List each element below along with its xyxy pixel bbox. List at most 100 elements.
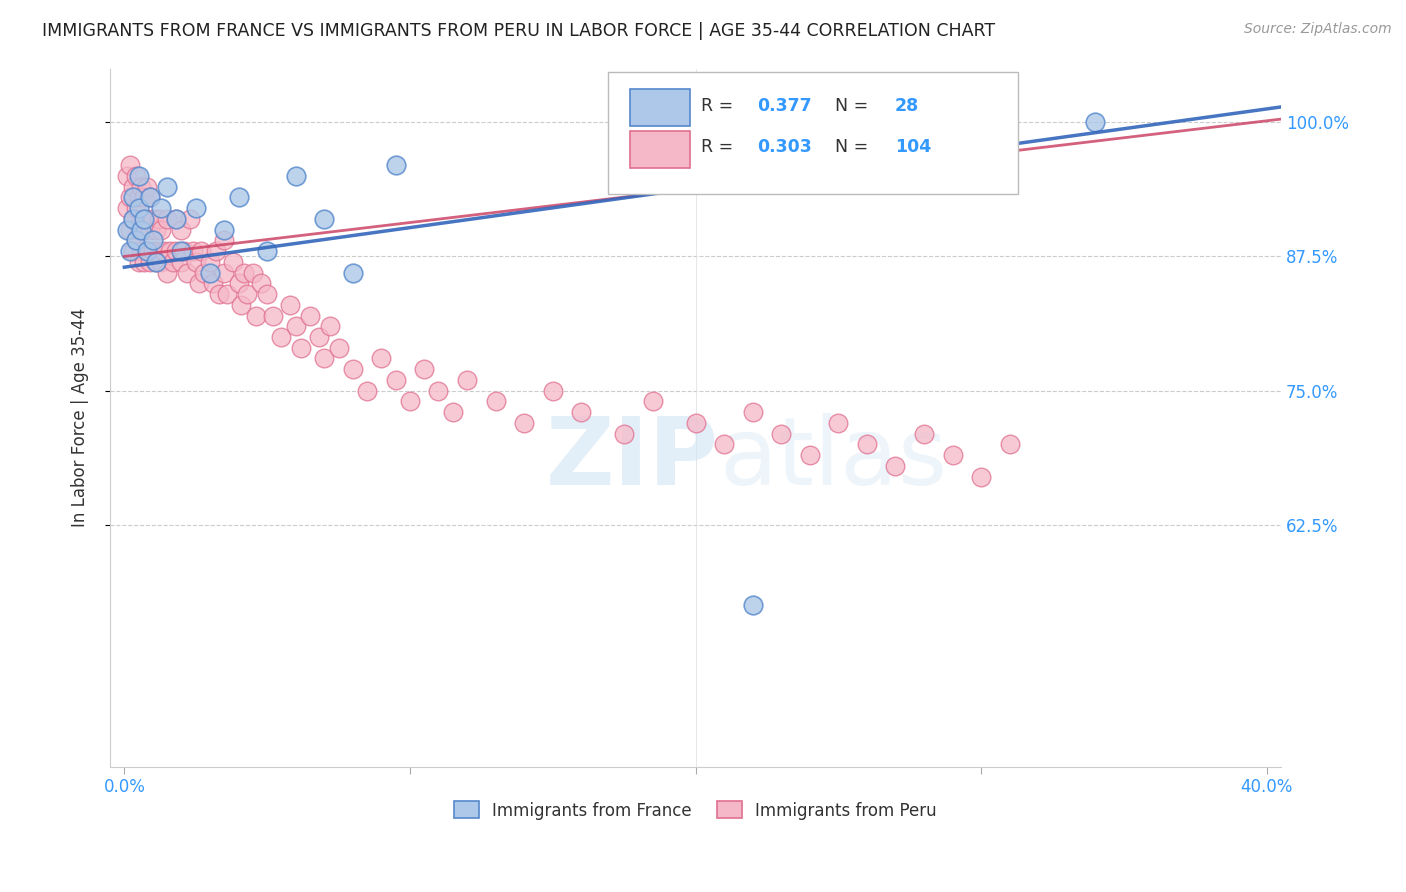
Text: 0.303: 0.303 bbox=[758, 138, 813, 156]
Point bbox=[1084, 115, 1107, 129]
Point bbox=[799, 448, 821, 462]
Point bbox=[162, 255, 184, 269]
Point bbox=[134, 211, 156, 226]
Point bbox=[298, 309, 321, 323]
Point bbox=[912, 426, 935, 441]
Y-axis label: In Labor Force | Age 35-44: In Labor Force | Age 35-44 bbox=[72, 308, 89, 527]
Point bbox=[136, 179, 159, 194]
Point bbox=[427, 384, 450, 398]
Point bbox=[290, 341, 312, 355]
Point bbox=[136, 244, 159, 258]
Point bbox=[262, 309, 284, 323]
Point bbox=[314, 211, 336, 226]
Point bbox=[284, 319, 307, 334]
Text: IMMIGRANTS FROM FRANCE VS IMMIGRANTS FROM PERU IN LABOR FORCE | AGE 35-44 CORREL: IMMIGRANTS FROM FRANCE VS IMMIGRANTS FRO… bbox=[42, 22, 995, 40]
Text: R =: R = bbox=[702, 138, 740, 156]
Point bbox=[685, 416, 707, 430]
Point bbox=[198, 266, 221, 280]
Point bbox=[150, 201, 173, 215]
Point bbox=[125, 201, 148, 215]
Point bbox=[115, 222, 138, 236]
Point bbox=[884, 458, 907, 473]
Point bbox=[131, 179, 153, 194]
Point bbox=[136, 211, 159, 226]
Point bbox=[233, 266, 256, 280]
Text: N =: N = bbox=[824, 96, 875, 114]
Point bbox=[134, 222, 156, 236]
Point bbox=[128, 255, 150, 269]
Point bbox=[142, 211, 165, 226]
Point bbox=[184, 255, 207, 269]
Point bbox=[541, 384, 564, 398]
Point bbox=[173, 244, 195, 258]
Point bbox=[201, 277, 224, 291]
Point bbox=[356, 384, 378, 398]
Point bbox=[236, 287, 259, 301]
Point bbox=[156, 179, 179, 194]
Point bbox=[308, 330, 330, 344]
Point bbox=[115, 169, 138, 183]
Point bbox=[145, 222, 167, 236]
Text: ZIP: ZIP bbox=[546, 413, 718, 506]
Text: Source: ZipAtlas.com: Source: ZipAtlas.com bbox=[1244, 22, 1392, 37]
Point bbox=[770, 426, 793, 441]
Point bbox=[190, 244, 212, 258]
FancyBboxPatch shape bbox=[630, 130, 690, 169]
Point bbox=[148, 211, 170, 226]
Point bbox=[513, 416, 536, 430]
Point bbox=[145, 255, 167, 269]
Point bbox=[139, 190, 162, 204]
Point bbox=[131, 244, 153, 258]
Text: 104: 104 bbox=[894, 138, 931, 156]
Point bbox=[970, 469, 993, 483]
Point bbox=[228, 190, 250, 204]
Point bbox=[713, 437, 735, 451]
Point bbox=[131, 211, 153, 226]
Point bbox=[222, 255, 245, 269]
Point bbox=[242, 266, 264, 280]
Point bbox=[245, 309, 267, 323]
Point bbox=[342, 266, 364, 280]
Point bbox=[115, 201, 138, 215]
Point bbox=[270, 330, 292, 344]
Point bbox=[139, 222, 162, 236]
Point bbox=[214, 233, 236, 247]
Point bbox=[319, 319, 342, 334]
Point bbox=[159, 244, 181, 258]
Point bbox=[176, 266, 198, 280]
Point bbox=[613, 426, 636, 441]
Point bbox=[120, 222, 142, 236]
Text: R =: R = bbox=[702, 96, 740, 114]
Point bbox=[122, 244, 145, 258]
Point bbox=[370, 351, 392, 366]
Point bbox=[214, 266, 236, 280]
Point bbox=[314, 351, 336, 366]
Point bbox=[170, 244, 193, 258]
Point bbox=[139, 190, 162, 204]
Point bbox=[184, 201, 207, 215]
Point bbox=[328, 341, 350, 355]
Point bbox=[142, 233, 165, 247]
Point bbox=[284, 169, 307, 183]
Legend: Immigrants from France, Immigrants from Peru: Immigrants from France, Immigrants from … bbox=[449, 797, 942, 824]
Point bbox=[120, 158, 142, 172]
Point bbox=[413, 362, 436, 376]
Point bbox=[165, 211, 187, 226]
Point bbox=[120, 244, 142, 258]
Point bbox=[827, 416, 849, 430]
FancyBboxPatch shape bbox=[630, 89, 690, 127]
Point bbox=[998, 437, 1021, 451]
Point bbox=[456, 373, 478, 387]
Point bbox=[128, 169, 150, 183]
Point bbox=[256, 244, 278, 258]
Point bbox=[131, 222, 153, 236]
Point bbox=[187, 277, 209, 291]
Point bbox=[150, 222, 173, 236]
Point bbox=[148, 244, 170, 258]
Point bbox=[170, 222, 193, 236]
Point bbox=[122, 179, 145, 194]
Point bbox=[125, 169, 148, 183]
Point bbox=[128, 201, 150, 215]
Point bbox=[153, 244, 176, 258]
Point bbox=[165, 244, 187, 258]
